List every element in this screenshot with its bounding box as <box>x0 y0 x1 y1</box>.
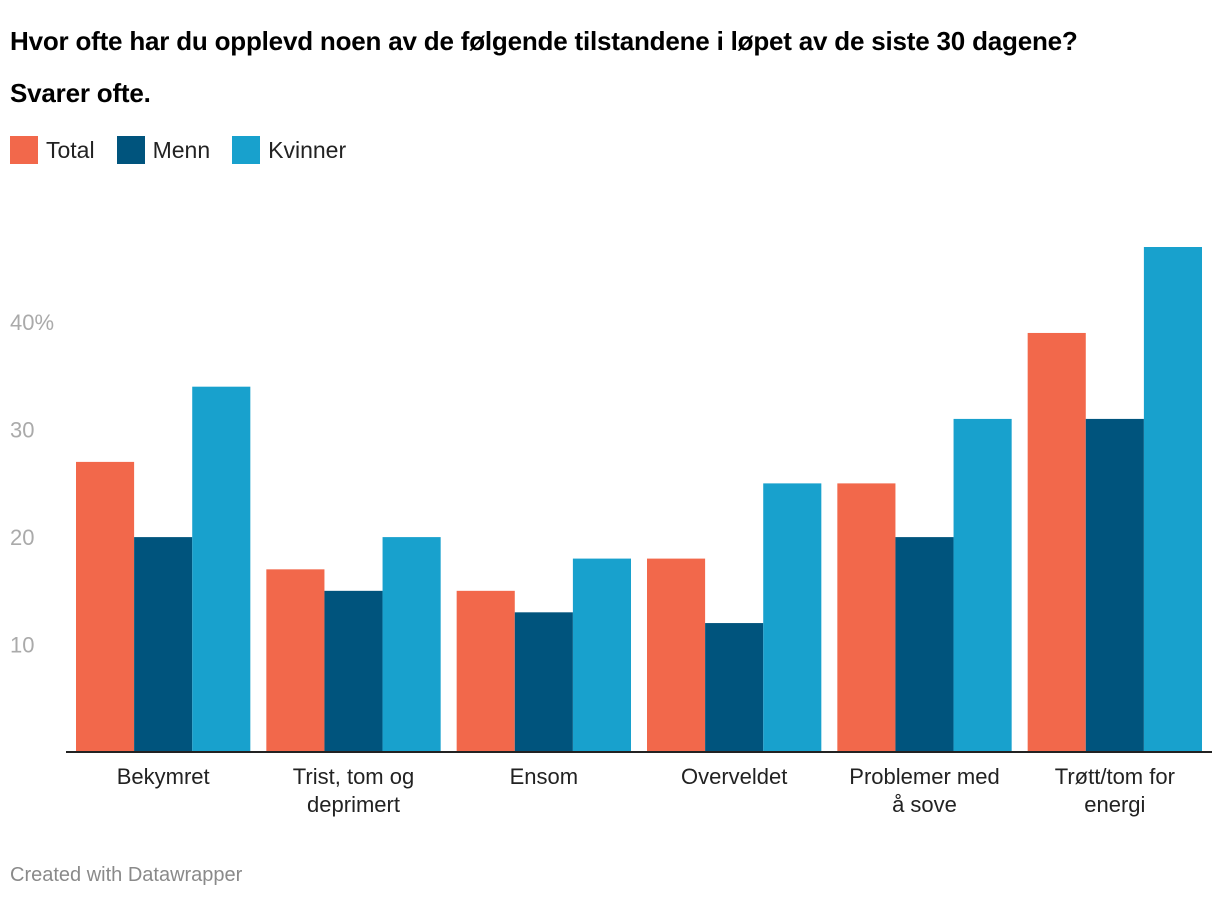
bar-total-problemer-med-a-sove <box>837 483 896 752</box>
bar-menn-trist-tom-og-deprimert <box>324 590 383 752</box>
bar-menn-trott-tom-for-energi <box>1085 418 1144 752</box>
bar-total-ensom <box>456 590 515 752</box>
bar-total-trott-tom-for-energi <box>1027 332 1086 752</box>
y-axis-ticks: 10 20 30 40% <box>10 310 54 657</box>
chart-title: Hvor ofte har du opplevd noen av de følg… <box>10 26 1078 56</box>
legend-label-kvinner: Kvinner <box>268 136 347 163</box>
bar-kvinner-bekymret <box>192 386 251 752</box>
legend-swatch-total <box>10 136 38 164</box>
bar-menn-ensom <box>514 612 573 752</box>
bar-total-bekymret <box>76 461 135 752</box>
bar-series-group <box>76 247 1202 752</box>
x-tick-label-bekymret: Bekymret <box>117 764 210 789</box>
x-tick-label-overveldet: Overveldet <box>681 764 787 789</box>
y-tick-label: 20 <box>10 525 34 550</box>
x-axis-ticks: Bekymret Trist, tom og deprimert Ensom Overv… <box>117 764 1175 817</box>
y-tick-label: 30 <box>10 418 34 443</box>
bar-kvinner-trist-tom-og-deprimert <box>382 537 441 752</box>
bar-kvinner-overveldet <box>763 483 822 752</box>
legend-swatch-kvinner <box>232 136 261 164</box>
bar-kvinner-ensom <box>572 558 631 752</box>
x-tick-label-problemer-med-a-sove: Problemer med å sove <box>849 764 999 817</box>
y-tick-label: 10 <box>10 633 34 658</box>
legend-swatch-menn <box>116 136 145 164</box>
footer-credit: Created with Datawrapper <box>10 864 243 886</box>
x-tick-label-trist-tom-og-deprimert: Trist, tom og deprimert <box>293 764 414 817</box>
legend-label-total: Total <box>46 136 95 163</box>
legend-item-total: Total <box>10 136 95 164</box>
legend-item-menn: Menn <box>116 136 211 164</box>
bar-kvinner-trott-tom-for-energi <box>1143 247 1202 752</box>
x-tick-label-ensom: Ensom <box>510 764 578 789</box>
bar-menn-problemer-med-a-sove <box>895 537 954 752</box>
legend-label-menn: Menn <box>152 136 211 163</box>
bar-menn-overveldet <box>705 623 764 752</box>
legend-item-kvinner: Kvinner <box>232 136 346 164</box>
legend: Total Menn Kvinner <box>10 136 346 164</box>
bar-kvinner-problemer-med-a-sove <box>953 418 1012 752</box>
y-tick-label: 40% <box>10 310 54 335</box>
chart-subtitle: Svarer ofte. <box>10 78 151 108</box>
bar-menn-bekymret <box>134 537 193 752</box>
x-tick-label-trott-tom-for-energi: Trøtt/tom for energi <box>1055 764 1175 817</box>
bar-total-trist-tom-og-deprimert <box>266 569 325 752</box>
bar-total-overveldet <box>647 558 706 752</box>
